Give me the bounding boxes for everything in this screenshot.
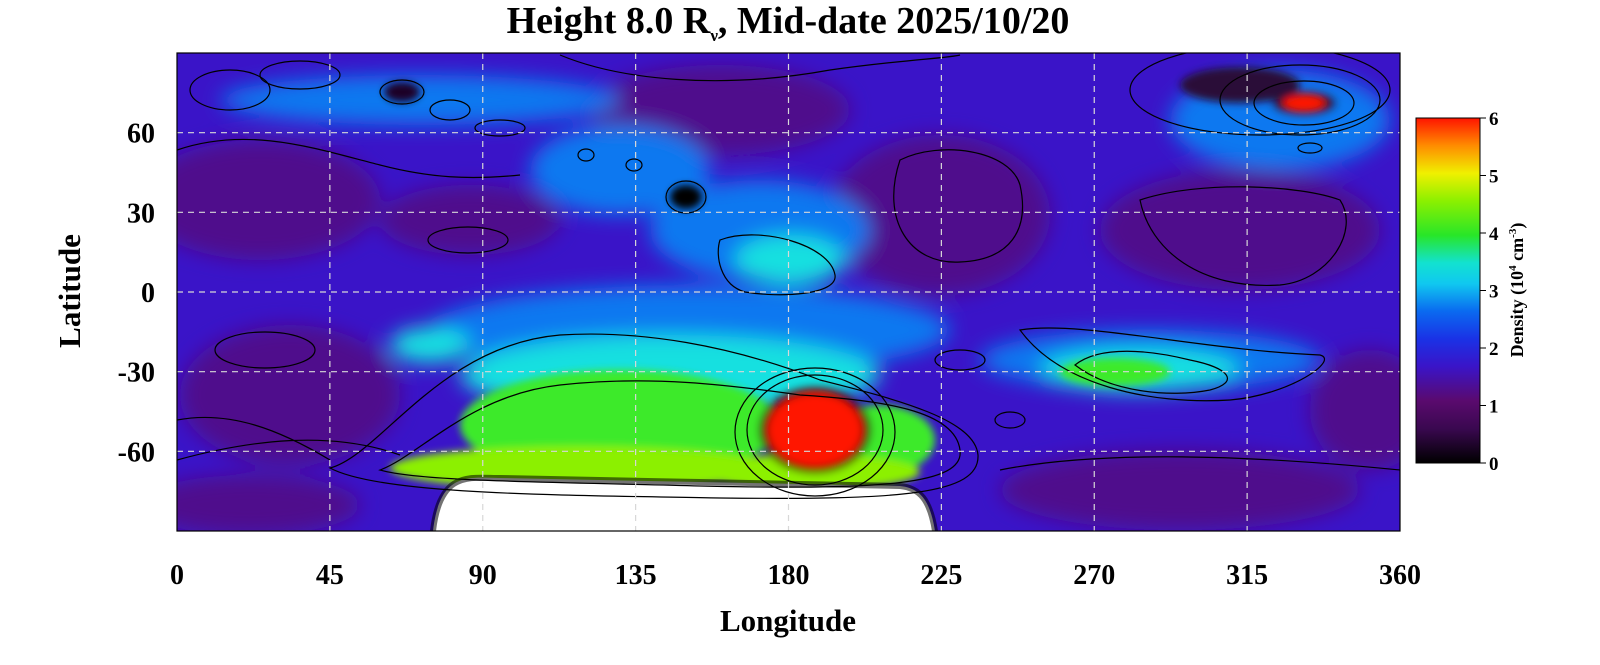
contour-line: [177, 439, 401, 461]
x-tick-label: 90: [469, 560, 497, 591]
contour-line: [1129, 53, 1391, 136]
y-tick-label: 60: [127, 119, 155, 150]
contour-line: [746, 374, 884, 486]
contour-line: [427, 226, 509, 254]
contour-lines: [177, 53, 1400, 499]
low-density-region: [1310, 350, 1400, 470]
contour-line: [999, 456, 1400, 471]
y-tick-label: -60: [118, 437, 155, 468]
colorbar-tick-label: 2: [1489, 339, 1499, 360]
y-axis-ticks: 60 30 0 -30 -60: [118, 119, 155, 469]
colorbar-title-sup2: -3: [1507, 228, 1519, 238]
x-tick-label: 315: [1226, 560, 1268, 591]
low-density-region: [180, 325, 400, 465]
contour-line: [665, 180, 707, 214]
contour-line: [259, 60, 341, 90]
colorbar-tick-label: 4: [1489, 224, 1499, 245]
x-tick-label: 360: [1379, 560, 1421, 591]
stream-band: [220, 75, 620, 125]
contour-line: [577, 148, 595, 162]
low-density-region: [177, 475, 360, 531]
colorbar-tick-label: 5: [1489, 167, 1499, 188]
colorbar-tick-label: 1: [1489, 397, 1499, 418]
x-tick-label: 270: [1073, 560, 1115, 591]
low-density-region: [830, 135, 1050, 295]
dark-spot: [670, 185, 702, 209]
x-axis-title: Longitude: [720, 603, 856, 638]
y-tick-label: 30: [127, 198, 155, 229]
y-axis-title: Latitude: [52, 234, 87, 348]
x-tick-label: 45: [316, 560, 344, 591]
x-tick-label: 135: [615, 560, 657, 591]
low-density-region: [177, 140, 380, 260]
low-density-region: [380, 185, 560, 255]
contour-line: [214, 331, 316, 369]
heatmap-blobs: [177, 65, 1400, 531]
colorbar-title-sup: 4: [1507, 265, 1519, 271]
contour-line: [1297, 142, 1323, 154]
max-density-peak: [1269, 90, 1339, 116]
max-density-peak: [757, 385, 873, 475]
colorbar-tick-label: 0: [1489, 454, 1499, 475]
dark-spot: [1180, 67, 1300, 103]
colorbar-title-mid: cm: [1507, 238, 1527, 265]
colorbar-title-text: Density (10: [1507, 271, 1528, 358]
grid-lines: [177, 53, 1400, 531]
contour-line: [474, 119, 526, 137]
y-tick-label: -30: [118, 358, 155, 389]
contour-line: [177, 416, 331, 461]
x-axis-ticks: 0 45 90 135 180 225 270 315 360: [170, 560, 1421, 591]
stream-band: [530, 125, 710, 215]
low-density-region: [1100, 170, 1380, 290]
colorbar-ticks: 0 1 2 3 4 5 6: [1480, 109, 1499, 475]
y-tick-label: 0: [141, 278, 155, 309]
contour-line: [429, 99, 471, 121]
x-tick-label: 225: [920, 560, 962, 591]
contour-line: [1253, 80, 1355, 126]
no-data-edge: [430, 474, 938, 531]
title-suffix: , Mid-date 2025/10/20: [718, 0, 1069, 42]
medium-density-region: [735, 235, 845, 285]
x-tick-label: 180: [768, 560, 810, 591]
contour-line: [734, 367, 896, 497]
colorbar-gradient: [1415, 117, 1481, 464]
contour-line: [189, 69, 271, 111]
contour-line: [625, 158, 643, 172]
title-subscript: ν: [709, 26, 718, 45]
contour-line: [934, 349, 986, 371]
contour-line: [328, 333, 979, 499]
x-tick-label: 0: [170, 560, 184, 591]
contour-line: [177, 138, 521, 179]
contour-line: [994, 411, 1026, 429]
contour-line: [1139, 186, 1347, 286]
contour-line: [559, 54, 961, 82]
colorbar-title: Density (104 cm-3): [1507, 223, 1528, 358]
no-data-region: [433, 477, 935, 531]
heatmap-field: [177, 53, 1400, 531]
low-density-region: [1000, 450, 1360, 530]
dark-spot: [384, 82, 420, 102]
medium-density-region: [390, 327, 470, 363]
colorbar-tick-label: 3: [1489, 282, 1499, 303]
contour-line: [1018, 327, 1326, 402]
contour-line: [378, 380, 961, 488]
contour-line: [717, 234, 836, 296]
colorbar-tick-label: 6: [1489, 109, 1499, 130]
contour-line: [893, 149, 1024, 263]
contour-line: [379, 79, 425, 105]
contour-line: [1074, 350, 1229, 394]
title-prefix: Height 8.0 R: [507, 0, 711, 42]
plot-frame: [176, 52, 1401, 532]
contour-line: [1219, 64, 1381, 136]
colorbar-title-end: ): [1507, 223, 1528, 229]
chart-title: Height 8.0 Rν, Mid-date 2025/10/20: [507, 0, 1070, 45]
